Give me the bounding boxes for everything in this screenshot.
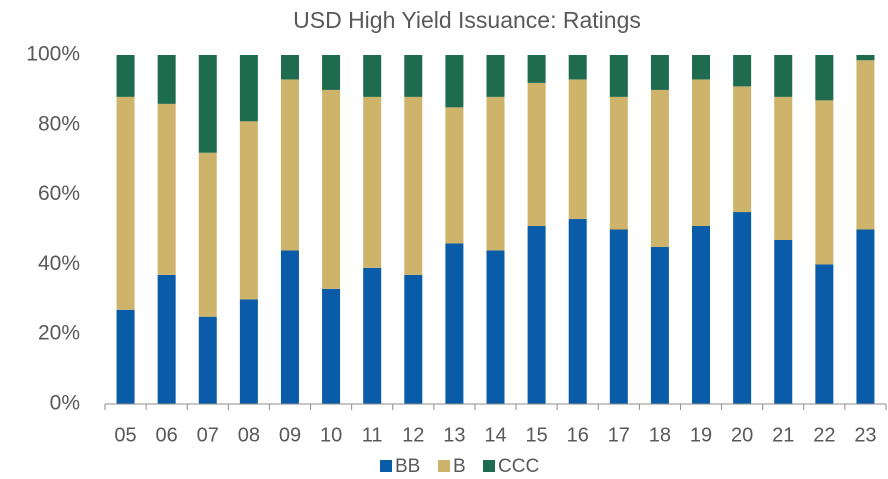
bar-segment — [445, 55, 464, 108]
y-tick-label: 80% — [38, 112, 80, 135]
x-tick-label: 18 — [649, 424, 671, 446]
bar-segment — [609, 229, 628, 404]
bar-segment — [527, 226, 546, 404]
bar-segment — [609, 55, 628, 97]
bar-segment — [116, 55, 135, 97]
bar-segment — [404, 96, 423, 275]
y-tick-label: 20% — [38, 322, 80, 345]
bar-segment — [650, 89, 669, 247]
bar-segment — [815, 264, 834, 404]
bar-segment — [239, 55, 258, 122]
x-tick-label: 05 — [114, 424, 136, 446]
x-tick-label: 16 — [567, 424, 589, 446]
x-tick-label: 13 — [443, 424, 465, 446]
bar-segment — [363, 55, 382, 97]
x-tick-label: 07 — [197, 424, 219, 446]
y-tick-label: 100% — [26, 43, 80, 66]
legend-swatch — [438, 460, 450, 472]
bar-segment — [157, 274, 176, 404]
bar-segment — [239, 299, 258, 404]
bar-segment — [486, 250, 505, 404]
bar-segment — [527, 55, 546, 83]
x-tick-label: 14 — [484, 424, 506, 446]
x-tick-label: 10 — [320, 424, 342, 446]
x-tick-label: 06 — [156, 424, 178, 446]
x-tick-label: 22 — [813, 424, 835, 446]
x-tick-label: 08 — [238, 424, 260, 446]
bar-segment — [774, 55, 793, 97]
bar-segment — [609, 96, 628, 230]
x-tick-label: 20 — [731, 424, 753, 446]
y-tick-label: 40% — [38, 252, 80, 275]
x-tick-label: 21 — [772, 424, 794, 446]
bar-segment — [404, 274, 423, 404]
bar-segment — [774, 239, 793, 404]
bar-segment — [280, 79, 299, 251]
bar-segment — [363, 267, 382, 404]
legend-label: CCC — [498, 456, 539, 477]
x-tick-label: 09 — [279, 424, 301, 446]
bar-segment — [363, 96, 382, 268]
bar-segment — [856, 60, 875, 230]
y-tick-label: 0% — [50, 392, 80, 415]
bar-segment — [157, 55, 176, 104]
bar-segment — [404, 55, 423, 97]
bar-segment — [486, 55, 505, 97]
legend-swatch — [483, 460, 495, 472]
bar-segment — [650, 55, 669, 90]
bar-segment — [157, 103, 176, 275]
x-tick-label: 15 — [525, 424, 547, 446]
bar-segment — [692, 79, 711, 227]
x-tick-label: 11 — [362, 424, 383, 446]
bar-segment — [322, 89, 341, 289]
bar-segment — [774, 96, 793, 240]
bar-segment — [239, 121, 258, 300]
legend-label: BB — [395, 456, 420, 477]
bar-segment — [568, 79, 587, 220]
bar-segment — [486, 96, 505, 251]
bar-segment — [733, 86, 752, 213]
bar-segment — [527, 82, 546, 227]
bar-segment — [445, 107, 464, 244]
bar-segment — [280, 250, 299, 404]
x-tick-label: 17 — [608, 424, 630, 446]
bar-segment — [568, 55, 587, 80]
legend-label: B — [453, 456, 466, 477]
bar-segment — [116, 96, 135, 310]
x-tick-label: 23 — [854, 424, 876, 446]
legend-swatch — [380, 460, 392, 472]
bar-segment — [322, 55, 341, 90]
bar-segment — [280, 55, 299, 80]
chart-title: USD High Yield Issuance: Ratings — [293, 7, 641, 33]
bar-segment — [733, 212, 752, 404]
bar-segment — [198, 316, 217, 404]
bar-segment — [322, 288, 341, 404]
bar-segment — [116, 309, 135, 404]
bar-segment — [815, 100, 834, 265]
bar-segment — [815, 55, 834, 101]
bar-segment — [856, 229, 875, 404]
x-tick-label: 12 — [402, 424, 424, 446]
bar-segment — [650, 246, 669, 404]
bar-segment — [445, 243, 464, 404]
bar-segment — [568, 219, 587, 404]
bar-segment — [856, 55, 875, 61]
bar-segment — [692, 226, 711, 404]
bar-segment — [692, 55, 711, 80]
y-tick-label: 60% — [38, 182, 80, 205]
x-tick-label: 19 — [690, 424, 712, 446]
bar-segment — [198, 55, 217, 153]
bar-segment — [733, 55, 752, 87]
bar-segment — [198, 152, 217, 317]
